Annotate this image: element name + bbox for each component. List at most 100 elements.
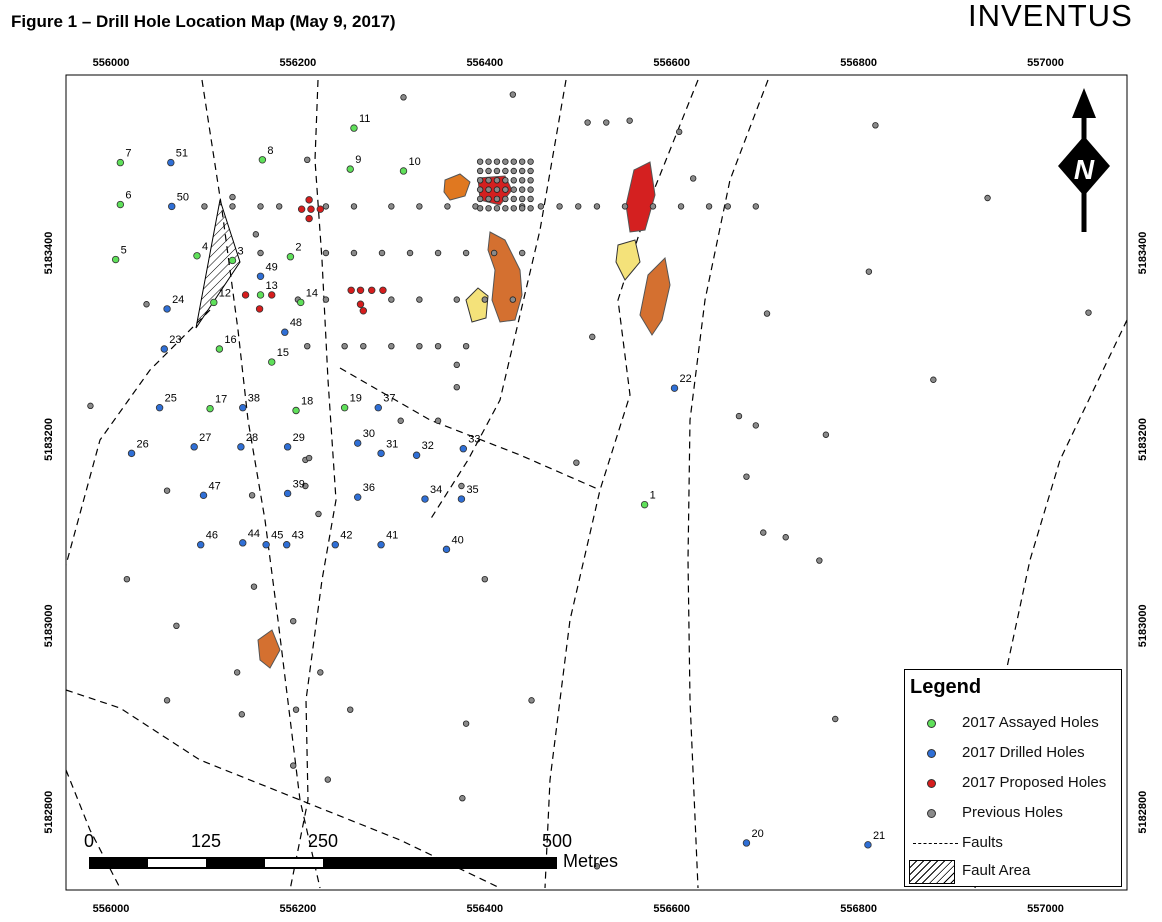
drilled-hole — [155, 404, 164, 412]
legend-item-faults: Faults — [905, 832, 1121, 854]
y-axis-left: 5183400 5183200 5183000 5182800 — [43, 232, 55, 834]
fault-line — [289, 79, 337, 891]
hole-id-label: 37 — [383, 393, 395, 405]
previous-hole — [485, 158, 492, 165]
previous-hole — [493, 158, 501, 165]
hole-id-label: 47 — [209, 480, 221, 492]
hole-id-label: 50 — [177, 191, 189, 203]
previous-hole — [510, 177, 517, 184]
y-tick-label: 5182800 — [1137, 791, 1149, 834]
hole-id-label: 29 — [293, 432, 305, 444]
assayed-hole — [215, 345, 224, 353]
previous-hole — [462, 343, 470, 350]
hole-id-label: 39 — [293, 478, 305, 490]
drilled-hole — [374, 404, 382, 412]
previous-hole — [752, 203, 760, 210]
previous-hole — [416, 203, 423, 210]
previous-hole — [462, 720, 470, 727]
previous-hole — [481, 296, 488, 303]
hole-id-label: 33 — [468, 434, 480, 446]
previous-hole — [290, 617, 297, 625]
hole-id-label: 26 — [137, 438, 149, 450]
scale-label: 250 — [308, 831, 338, 851]
drilled-hole — [160, 345, 168, 353]
legend-label: 2017 Drilled Holes — [962, 744, 1085, 761]
previous-hole — [593, 863, 601, 870]
x-tick-label: 556800 — [840, 57, 877, 69]
previous-hole — [388, 343, 395, 350]
drilled-hole — [331, 541, 339, 549]
fault-line — [65, 689, 501, 889]
x-axis-top: 556000 556200 556400 556600 556800 557000 — [93, 57, 1064, 69]
mineral-zone — [615, 239, 641, 281]
hole-id-label: 10 — [408, 156, 420, 168]
drilled-hole — [459, 445, 468, 453]
x-tick-label: 557000 — [1027, 903, 1064, 915]
hole-id-label: 49 — [266, 261, 278, 273]
drilled-hole — [742, 839, 751, 847]
previous-hole — [453, 384, 460, 391]
previous-hole — [485, 205, 492, 212]
drilled-hole — [262, 541, 270, 549]
previous-hole — [476, 195, 484, 203]
y-axis-right: 5183400 5183200 5183000 5182800 — [1137, 232, 1149, 834]
assayed-hole — [258, 156, 267, 164]
hole-id-label: 48 — [290, 317, 302, 329]
previous-hole — [527, 158, 534, 165]
previous-hole — [201, 203, 208, 210]
scale-label: 0 — [84, 831, 94, 851]
drilled-hole — [421, 495, 429, 503]
hole-id-label: 22 — [680, 373, 692, 385]
assayed-hole — [292, 406, 300, 415]
previous-hole — [292, 706, 300, 713]
hole-id-label: 21 — [873, 830, 885, 842]
previous-hole — [510, 205, 517, 212]
legend-label: Previous Holes — [962, 804, 1063, 821]
hole-id-label: 31 — [386, 438, 398, 450]
previous-hole — [832, 715, 839, 723]
legend-label: 2017 Assayed Holes — [962, 714, 1099, 731]
hole-id-label: 42 — [340, 530, 352, 542]
previous-hole — [302, 482, 309, 490]
previous-hole — [485, 167, 492, 175]
previous-hole — [276, 203, 283, 210]
previous-hole — [510, 167, 517, 175]
previous-hole — [724, 203, 731, 210]
legend-item-proposed: 2017 Proposed Holes — [905, 772, 1121, 794]
proposed-hole — [268, 291, 276, 299]
hole-id-label: 3 — [237, 245, 243, 257]
previous-hole — [459, 795, 466, 802]
previous-hole — [453, 361, 460, 369]
y-tick-label: 5183000 — [1137, 604, 1149, 647]
x-tick-label: 556800 — [840, 903, 877, 915]
previous-hole — [229, 203, 236, 210]
proposed-hole — [241, 291, 250, 299]
assayed-hole — [116, 200, 125, 209]
mineral-zone — [443, 173, 471, 201]
drilled-hole — [167, 158, 175, 167]
previous-hole — [528, 697, 535, 704]
hole-id-label: 43 — [292, 530, 304, 542]
drilled-hole — [283, 443, 292, 451]
previous-hole — [493, 195, 501, 203]
previous-hole — [173, 622, 180, 629]
previous-hole — [233, 669, 241, 676]
x-tick-label: 556600 — [653, 903, 690, 915]
previous-hole — [462, 249, 470, 257]
mineral-zone — [465, 287, 489, 323]
x-tick-label: 556400 — [466, 57, 503, 69]
hole-id-label: 40 — [451, 534, 463, 546]
hole-id-label: 24 — [172, 294, 184, 306]
previous-hole — [689, 175, 697, 182]
hole-id-label: 11 — [359, 113, 370, 125]
proposed-hole — [347, 286, 355, 294]
proposed-hole — [297, 205, 306, 213]
assayed-hole — [111, 255, 120, 264]
north-label: N — [1074, 154, 1095, 185]
previous-hole — [493, 205, 501, 212]
drilled-hole — [283, 489, 292, 498]
proposed-dot-icon — [927, 779, 936, 788]
hole-id-label: 32 — [422, 440, 434, 452]
figure-title: Figure 1 – Drill Hole Location Map (May … — [11, 12, 396, 31]
